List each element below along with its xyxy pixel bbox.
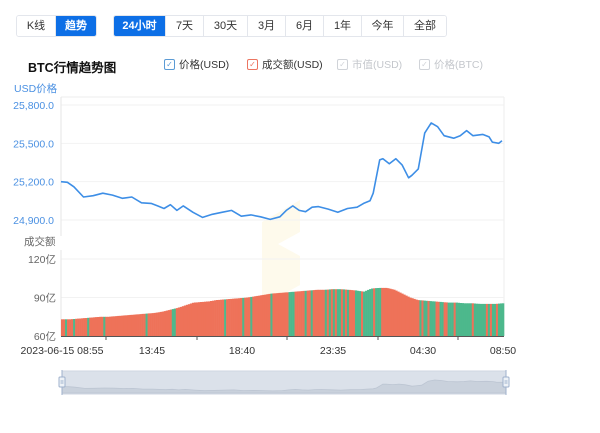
x-tick-label: 23:35	[320, 345, 346, 357]
legend-label: 成交额(USD)	[262, 59, 323, 71]
price-grid: 25,800.0 25,500.0 25,200.0 24,900.0	[13, 96, 505, 336]
range-24h[interactable]: 24小时	[114, 16, 166, 36]
legend-label: 价格(BTC)	[434, 59, 483, 71]
range-30d[interactable]: 30天	[204, 16, 248, 36]
checkbox-unchecked-icon: ✓	[337, 59, 348, 70]
volume-grid: 120亿 90亿 60亿	[28, 250, 504, 343]
chart-title: BTC行情趋势图	[28, 61, 117, 75]
legend-volume-usd[interactable]: ✓ 成交额(USD)	[247, 57, 323, 72]
time-range-selector: 24小时 7天 30天 3月 6月 1年 今年 全部	[113, 15, 447, 37]
range-1y[interactable]: 1年	[324, 16, 362, 36]
x-tick-label: 08:50	[490, 345, 516, 357]
volume-bars	[61, 287, 505, 337]
datazoom-handle-right[interactable]	[502, 376, 510, 388]
checkbox-unchecked-icon: ✓	[419, 59, 430, 70]
legend-marketcap-usd[interactable]: ✓ 市值(USD)	[337, 57, 402, 72]
range-7d[interactable]: 7天	[166, 16, 204, 36]
x-tick-label: 2023-06-15 08:55	[21, 345, 104, 357]
x-tick-label: 18:40	[229, 345, 255, 357]
datazoom-preview	[61, 379, 507, 394]
legend-label: 市值(USD)	[352, 59, 403, 71]
price-axis-title: USD价格	[14, 83, 58, 95]
range-6m[interactable]: 6月	[286, 16, 324, 36]
range-all[interactable]: 全部	[404, 16, 446, 36]
tab-kline[interactable]: K线	[17, 16, 56, 36]
legend-price-usd[interactable]: ✓ 价格(USD)	[164, 57, 229, 72]
volume-tick-label: 60亿	[34, 330, 56, 343]
checkbox-checked-icon: ✓	[164, 59, 175, 70]
range-ytd[interactable]: 今年	[362, 16, 404, 36]
x-tick-label: 04:30	[410, 345, 436, 357]
price-tick-label: 25,800.0	[13, 100, 54, 112]
tab-trend[interactable]: 趋势	[56, 16, 96, 36]
axes: 2023-06-15 08:55 13:45 18:40 23:35 04:30 08:5…	[21, 336, 516, 357]
datazoom-slider	[58, 370, 510, 395]
datazoom-handle-left[interactable]	[58, 376, 66, 388]
volume-tick-label: 120亿	[28, 253, 56, 266]
legend-price-btc[interactable]: ✓ 价格(BTC)	[419, 57, 483, 72]
price-line	[60, 122, 503, 221]
chart-mode-toggle: K线 趋势	[16, 15, 97, 37]
volume-axis-title: 成交额	[24, 236, 56, 248]
watermark-logo	[262, 200, 300, 306]
price-tick-label: 25,200.0	[13, 177, 54, 189]
price-tick-label: 24,900.0	[13, 215, 54, 227]
volume-tick-label: 90亿	[34, 292, 56, 305]
checkbox-checked-icon: ✓	[247, 59, 258, 70]
legend-label: 价格(USD)	[179, 59, 230, 71]
price-tick-label: 25,500.0	[13, 138, 54, 150]
range-3m[interactable]: 3月	[248, 16, 286, 36]
x-tick-label: 13:45	[139, 345, 165, 357]
